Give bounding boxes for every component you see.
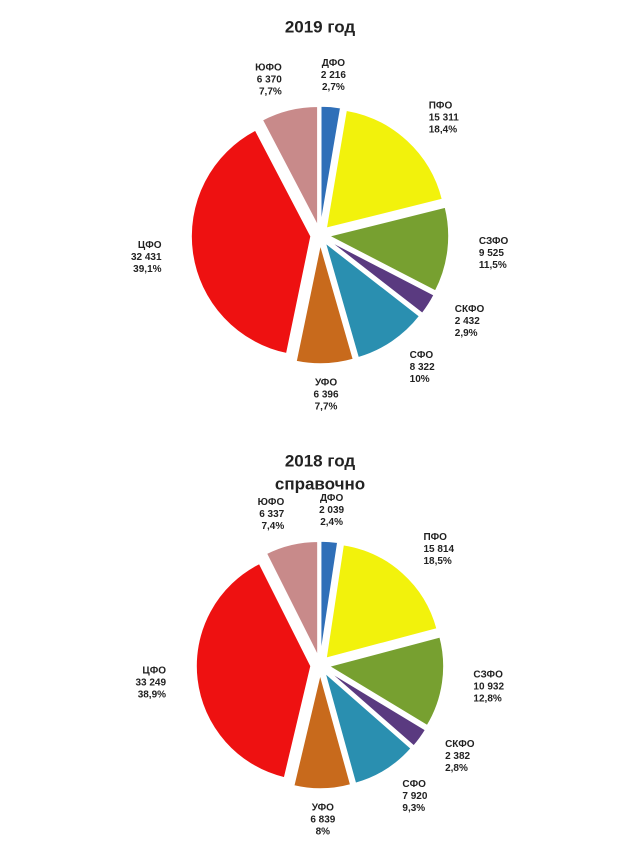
slice-value: 8 322 xyxy=(410,362,435,373)
slice-value: 10 932 xyxy=(473,682,504,693)
slice-percent: 9,3% xyxy=(402,803,425,814)
slice-percent: 2,7% xyxy=(322,82,345,93)
slice-name: ЦФО xyxy=(138,240,162,251)
slice-percent: 2,9% xyxy=(455,328,478,339)
pie-slice xyxy=(323,240,421,359)
slice-percent: 7,4% xyxy=(261,521,284,532)
pie-slice xyxy=(320,105,342,227)
slice-percent: 7,7% xyxy=(259,86,282,97)
slice-value: 33 249 xyxy=(135,678,166,689)
pie-slice xyxy=(326,206,450,293)
slice-value: 9 525 xyxy=(479,248,504,259)
slice-name: ПФО xyxy=(429,100,453,111)
slice-value: 2 432 xyxy=(455,316,480,327)
slice-value: 6 396 xyxy=(314,390,339,401)
slice-value: 32 431 xyxy=(131,252,162,263)
slice-percent: 2,4% xyxy=(320,517,343,528)
slice-name: СФО xyxy=(410,350,434,361)
slice-percent: 10% xyxy=(410,374,430,385)
slice-percent: 2,8% xyxy=(445,763,468,774)
slice-name: СЗФО xyxy=(479,236,509,247)
slice-name: СКФО xyxy=(455,304,485,315)
slice-value: 2 382 xyxy=(445,751,470,762)
slice-name: ЮФО xyxy=(258,497,285,508)
pie-slice xyxy=(295,243,355,365)
slice-value: 6 839 xyxy=(310,815,335,826)
slice-name: ДФО xyxy=(320,493,344,504)
slice-percent: 7,7% xyxy=(315,402,338,413)
pie-slice xyxy=(326,669,427,748)
slice-value: 2 216 xyxy=(321,70,346,81)
pie-slice xyxy=(265,540,319,657)
pie-slice xyxy=(190,128,312,355)
slice-percent: 8% xyxy=(316,827,331,838)
chart-title: 2019 год xyxy=(285,17,356,36)
slice-name: СФО xyxy=(402,779,426,790)
slice-percent: 12,8% xyxy=(473,694,501,705)
slice-value: 15 311 xyxy=(429,112,459,123)
slice-name: ЮФО xyxy=(255,62,282,73)
chart-title: 2018 год xyxy=(285,451,356,470)
pie-slice xyxy=(292,673,352,790)
slice-percent: 38,9% xyxy=(138,690,166,701)
pie-slice xyxy=(195,562,312,779)
pie-slice xyxy=(261,105,319,227)
slice-percent: 39,1% xyxy=(133,264,161,275)
slice-name: ЦФО xyxy=(142,666,166,677)
slice-percent: 18,5% xyxy=(423,556,451,567)
slice-value: 6 337 xyxy=(259,509,284,520)
pie-slice xyxy=(325,109,444,230)
slice-percent: 18,4% xyxy=(429,124,457,135)
pie-slice xyxy=(327,635,445,727)
pie-slice xyxy=(319,540,339,657)
pie-slice xyxy=(323,670,413,785)
slice-name: ПФО xyxy=(423,532,447,543)
chart-subtitle: справочно xyxy=(275,474,365,493)
slice-name: СКФО xyxy=(445,739,475,750)
slice-name: УФО xyxy=(312,803,334,814)
slice-value: 15 814 xyxy=(423,544,454,555)
slice-value: 7 920 xyxy=(402,791,427,802)
pie-slice xyxy=(325,543,439,660)
slice-name: ДФО xyxy=(322,58,346,69)
slice-value: 2 039 xyxy=(319,505,344,516)
pie-slice xyxy=(327,239,436,315)
slice-name: СЗФО xyxy=(473,670,503,681)
slice-name: УФО xyxy=(315,378,337,389)
slice-percent: 11,5% xyxy=(479,260,507,271)
slice-value: 6 370 xyxy=(257,74,282,85)
